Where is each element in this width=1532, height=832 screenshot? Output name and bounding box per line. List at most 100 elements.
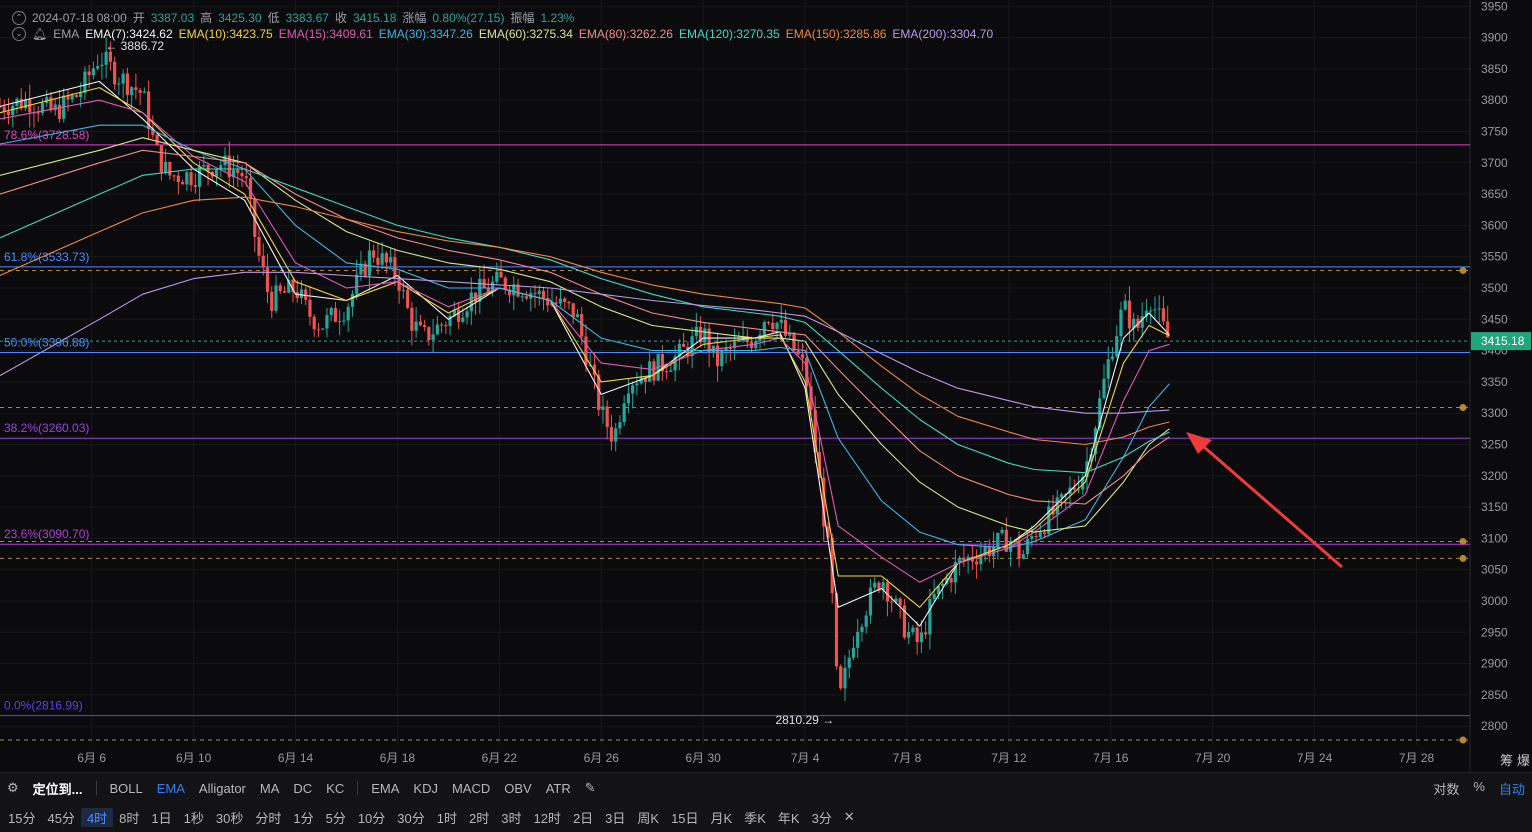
edit-icon[interactable]: ✎ <box>584 780 596 795</box>
candle-body <box>864 615 868 627</box>
divider <box>95 781 97 795</box>
settings-icon[interactable]: ⚙ <box>7 780 19 795</box>
candle-body <box>962 557 966 561</box>
timeframe-3分[interactable]: 3分 <box>811 810 832 826</box>
indicator-kdj[interactable]: KDJ <box>413 780 438 796</box>
candle-body <box>771 322 775 330</box>
indicator-obv[interactable]: OBV <box>504 780 532 796</box>
candle-body <box>682 343 686 347</box>
timeframe-12时[interactable]: 12时 <box>533 810 561 826</box>
candle-body <box>1119 309 1123 337</box>
chevron-down-icon[interactable]: ⌄ <box>12 27 26 41</box>
candle-body <box>762 322 766 335</box>
candle-body <box>626 393 631 404</box>
ema-legend-item: EMA(7):3424.62 <box>85 27 173 41</box>
last-price-badge <box>1471 332 1531 351</box>
indicator-kc[interactable]: KC <box>326 780 345 796</box>
timeframe-1时[interactable]: 1时 <box>436 810 457 826</box>
candle-body <box>1110 356 1115 360</box>
candle-body <box>202 164 206 167</box>
candle-body <box>1093 428 1098 455</box>
candle-body <box>1144 310 1149 317</box>
timeframe-bar: 15分 45分 4时 8时 1日 1秒 30秒 分时 1分 5分 10分 30分 1时 2时 3时 12时 2日… <box>0 802 1532 832</box>
candle-body <box>363 263 367 276</box>
candle-body <box>96 66 100 69</box>
candle-body <box>575 314 580 318</box>
timeframe-1分[interactable]: 1分 <box>293 810 314 826</box>
fib-label: 38.2%(3260.03) <box>4 421 89 435</box>
candle-body <box>890 601 894 603</box>
timeframe-30分[interactable]: 30分 <box>397 810 425 826</box>
timeframe-5分[interactable]: 5分 <box>325 810 346 826</box>
timeframe-30秒[interactable]: 30秒 <box>215 810 244 826</box>
indicator-ema[interactable]: EMA <box>156 780 185 796</box>
timeframe-2时[interactable]: 2时 <box>469 810 490 826</box>
candle-body <box>822 477 826 527</box>
chips-button[interactable]: 筹 <box>1499 753 1513 768</box>
candle-body <box>444 325 448 327</box>
candle-body <box>1047 506 1051 534</box>
timeframe-3时[interactable]: 3时 <box>501 810 522 826</box>
timeframe-15日[interactable]: 15日 <box>671 810 699 826</box>
candle-body <box>2 106 6 112</box>
candle-body <box>130 87 134 95</box>
indicator-bar: ⚙ 定位到... BOLL EMA Alligator MA DC KC EMA KDJ MA… <box>0 772 1532 803</box>
candle-body <box>618 422 622 429</box>
locate-button[interactable]: 定位到... <box>32 781 83 797</box>
candle-body <box>367 250 372 276</box>
candle-body <box>1102 378 1106 399</box>
timeframe-4时[interactable]: 4时 <box>80 807 114 827</box>
timeframe-周K[interactable]: 周K <box>637 810 660 826</box>
candle-body <box>1051 506 1055 515</box>
price-chart[interactable]: 3950 3900 3850 3800 3750 3700 3650 3600 3550 3500… <box>0 0 1532 772</box>
timeframe-1日[interactable]: 1日 <box>151 810 172 826</box>
min-price-label: 2810.29 → <box>775 713 834 727</box>
candle-body <box>1055 497 1059 515</box>
candle-body <box>597 374 601 410</box>
timeframe-年K[interactable]: 年K <box>777 810 800 826</box>
indicator-macd[interactable]: MACD <box>451 780 491 796</box>
candle-body <box>104 51 108 65</box>
chart-area[interactable]: 3950 3900 3850 3800 3750 3700 3650 3600 3550 3500… <box>0 0 1532 772</box>
timeframe-15分[interactable]: 15分 <box>8 810 36 826</box>
timeframe-2日[interactable]: 2日 <box>572 810 594 826</box>
candle-body <box>159 145 163 173</box>
candle-body <box>936 585 940 595</box>
indicator-alligator[interactable]: Alligator <box>198 780 246 796</box>
candle-body <box>384 253 388 263</box>
timeframe-10分[interactable]: 10分 <box>357 810 386 826</box>
candle-body <box>138 89 142 93</box>
candle-body <box>176 175 180 183</box>
y-tick-label: 3050 <box>1481 563 1508 577</box>
scale-option[interactable]: 自动 <box>1498 781 1525 797</box>
timeframe-季K[interactable]: 季K <box>744 810 766 826</box>
indicator-dc[interactable]: DC <box>293 780 313 796</box>
indicator-boll[interactable]: BOLL <box>109 780 143 796</box>
timeframe-3日[interactable]: 3日 <box>605 810 626 826</box>
chevron-up-icon[interactable]: ⌃ <box>12 10 26 25</box>
indicator-atr[interactable]: ATR <box>545 780 571 796</box>
scale-option[interactable]: 对数 <box>1433 781 1460 797</box>
candle-body <box>754 341 758 349</box>
candle-body <box>779 319 783 323</box>
timeframe-45分[interactable]: 45分 <box>47 810 75 826</box>
candle-body <box>172 175 176 177</box>
candle-body <box>1025 538 1030 555</box>
candle-body <box>168 162 172 176</box>
timeframe-1秒[interactable]: 1秒 <box>183 810 204 826</box>
liquidation-button[interactable]: 爆 <box>1516 753 1530 768</box>
timeframe-分时[interactable]: 分时 <box>255 810 282 826</box>
timeframe-8时[interactable]: 8时 <box>119 810 140 826</box>
candle-body <box>932 594 936 599</box>
ema-line <box>0 80 1170 627</box>
indicator-ma[interactable]: MA <box>259 780 280 796</box>
y-tick-label: 3750 <box>1481 124 1508 138</box>
indicator-ema[interactable]: EMA <box>371 780 400 796</box>
candle-body <box>533 293 537 295</box>
close-icon[interactable]: ✕ <box>843 809 855 824</box>
bell-icon[interactable]: 🔔︎ <box>32 27 48 41</box>
candle-body <box>826 526 830 538</box>
timeframe-月K[interactable]: 月K <box>710 810 733 826</box>
scale-option[interactable]: % <box>1473 778 1485 794</box>
candle-body <box>703 328 707 343</box>
